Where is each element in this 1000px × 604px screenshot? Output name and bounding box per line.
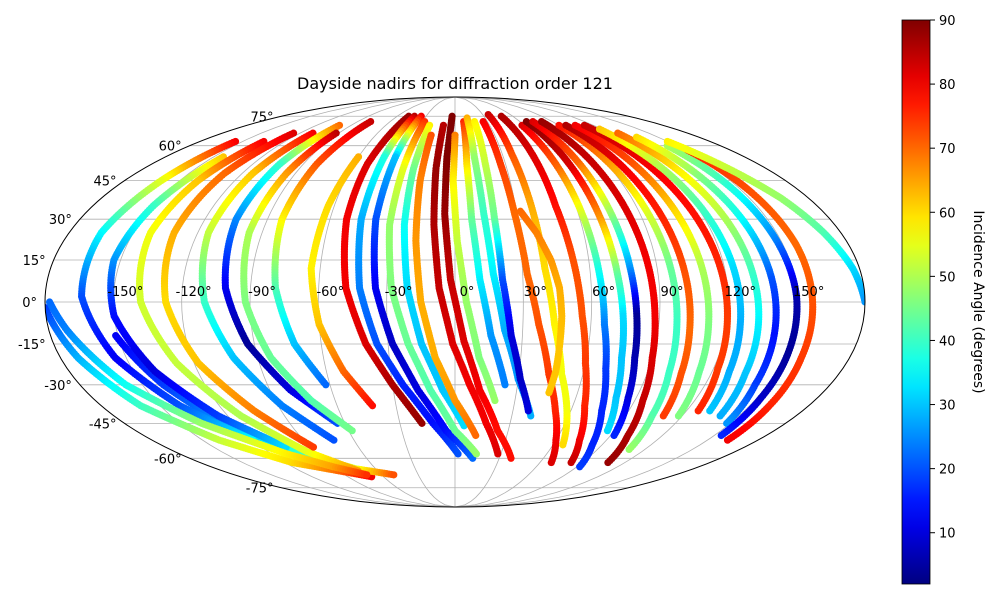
data-point [322,381,329,388]
chart-title: Dayside nadirs for diffraction order 121 [297,74,613,93]
data-point [472,432,479,439]
data-point [559,441,566,448]
data-point [494,450,501,457]
data-point [501,381,508,388]
data-point [568,459,575,466]
data-point [695,407,702,414]
data-point [507,455,514,462]
data-point [473,450,480,457]
data-point [310,444,317,451]
data-point [454,450,461,457]
data-point [660,412,667,419]
data-point [525,407,532,414]
data-point [349,427,356,434]
data-point [545,389,552,396]
data-point [330,437,337,444]
data-point [576,463,583,470]
data-point [491,397,498,404]
data-point [610,432,617,439]
data-point [548,459,555,466]
data-point [418,420,425,427]
data-point [390,471,397,478]
data-point [626,446,633,453]
data-point [369,402,376,409]
data-point [675,412,682,419]
data-point [604,459,611,466]
data-point [604,427,611,434]
